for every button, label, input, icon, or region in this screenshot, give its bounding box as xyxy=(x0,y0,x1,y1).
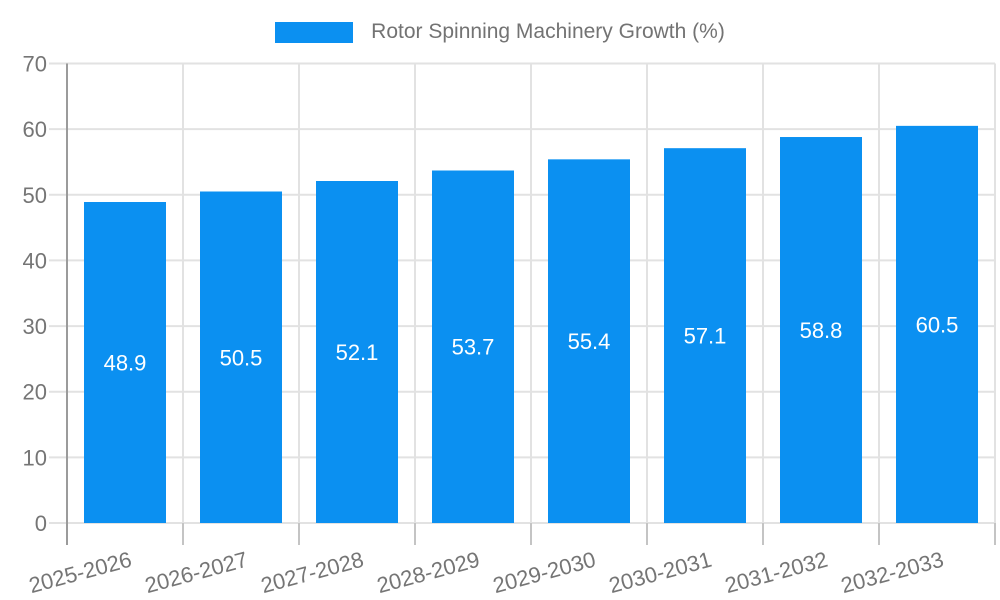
x-tick-label: 2032-2033 xyxy=(838,547,946,598)
x-tick-label: 2031-2032 xyxy=(722,547,830,598)
bar xyxy=(84,202,166,524)
bar xyxy=(432,170,514,523)
legend-item[interactable]: Rotor Spinning Machinery Growth (%) xyxy=(275,21,725,43)
y-tick-label: 10 xyxy=(23,445,47,470)
y-tick-label: 50 xyxy=(23,183,47,208)
y-tick-label: 60 xyxy=(23,117,47,142)
x-tick-label: 2026-2027 xyxy=(142,547,250,598)
bar-value-label: 58.8 xyxy=(800,318,843,343)
y-tick-label: 20 xyxy=(23,380,47,405)
x-tick-label: 2025-2026 xyxy=(26,547,134,598)
bar xyxy=(896,125,978,523)
y-tick-label: 40 xyxy=(23,248,47,273)
bar xyxy=(780,137,862,523)
bar-value-label: 53.7 xyxy=(452,335,495,360)
bar-value-label: 52.1 xyxy=(336,340,379,365)
x-tick-label: 2028-2029 xyxy=(374,547,482,598)
legend-swatch-icon xyxy=(275,21,354,43)
bar-value-label: 57.1 xyxy=(684,324,727,349)
x-tick-label: 2030-2031 xyxy=(606,547,714,598)
bar-value-label: 60.5 xyxy=(916,312,959,337)
legend: Rotor Spinning Machinery Growth (%) xyxy=(0,21,1000,43)
y-tick-label: 0 xyxy=(35,511,47,536)
bar xyxy=(200,191,282,523)
bar-value-label: 48.9 xyxy=(104,351,147,376)
bar xyxy=(316,181,398,523)
y-tick-label: 70 xyxy=(23,52,47,77)
bar-value-label: 50.5 xyxy=(220,345,263,370)
legend-label: Rotor Spinning Machinery Growth (%) xyxy=(371,20,725,43)
x-tick-label: 2027-2028 xyxy=(258,547,366,598)
bar xyxy=(548,159,630,524)
bar-value-label: 55.4 xyxy=(568,329,611,354)
bar xyxy=(664,148,746,523)
y-tick-label: 30 xyxy=(23,314,47,339)
x-tick-label: 2029-2030 xyxy=(490,547,598,598)
